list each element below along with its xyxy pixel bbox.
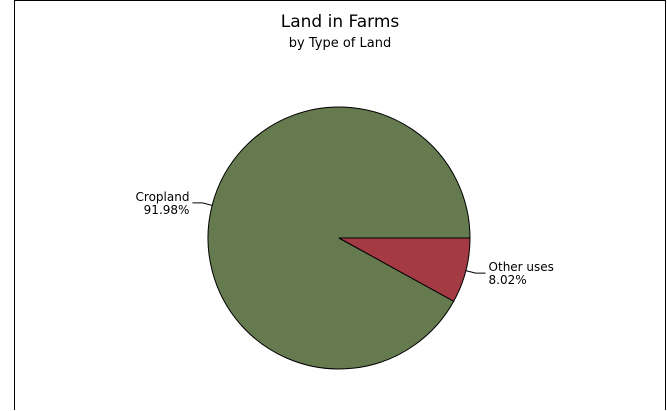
slice-label-cropland: Cropland — [136, 190, 190, 204]
leader-line-cropland — [192, 202, 213, 206]
slice-label-other-uses: Other uses — [489, 260, 554, 274]
slice-value-cropland: 91.98% — [144, 203, 190, 217]
pie-slice-other-uses — [338, 237, 471, 302]
pie-slice-cropland — [207, 106, 471, 370]
slice-value-other-uses: 8.02% — [489, 273, 527, 287]
chart-title: Land in Farms — [281, 12, 400, 32]
chart-frame — [14, 0, 666, 410]
pie-slices — [207, 106, 471, 370]
leader-line-other-uses — [465, 270, 486, 274]
chart-subtitle: by Type of Land — [289, 36, 391, 51]
